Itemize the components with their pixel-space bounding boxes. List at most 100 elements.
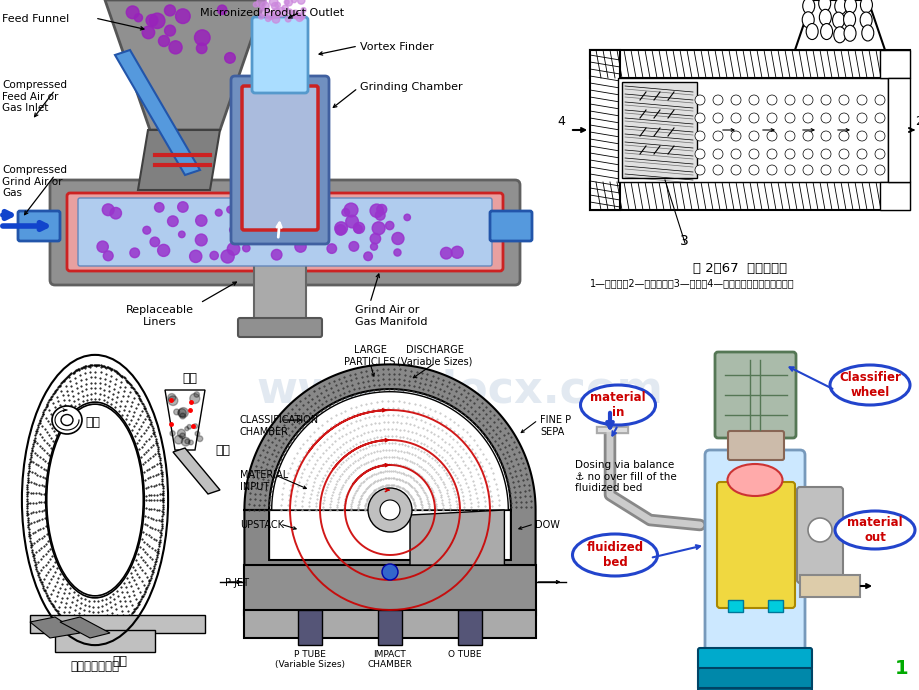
Circle shape xyxy=(368,488,412,532)
Circle shape xyxy=(197,436,202,442)
Circle shape xyxy=(188,440,193,445)
Bar xyxy=(589,182,909,210)
Circle shape xyxy=(195,431,199,436)
Text: Grinding Chamber: Grinding Chamber xyxy=(359,82,462,92)
Circle shape xyxy=(381,564,398,580)
Circle shape xyxy=(221,250,234,263)
Text: DISCHARGE
(Variable Sizes): DISCHARGE (Variable Sizes) xyxy=(397,345,472,366)
Circle shape xyxy=(712,149,722,159)
Circle shape xyxy=(170,431,175,436)
Circle shape xyxy=(271,3,278,10)
Circle shape xyxy=(802,149,812,159)
Circle shape xyxy=(731,149,740,159)
Circle shape xyxy=(766,95,777,105)
Circle shape xyxy=(210,251,218,259)
Circle shape xyxy=(193,424,198,428)
Circle shape xyxy=(748,165,758,175)
Circle shape xyxy=(784,165,794,175)
Circle shape xyxy=(185,439,189,444)
Circle shape xyxy=(694,165,704,175)
Polygon shape xyxy=(794,0,884,50)
Circle shape xyxy=(784,113,794,123)
Circle shape xyxy=(287,9,292,14)
Ellipse shape xyxy=(843,12,855,28)
Circle shape xyxy=(440,247,451,259)
Circle shape xyxy=(403,214,410,221)
Polygon shape xyxy=(115,50,199,175)
Bar xyxy=(244,565,535,615)
Circle shape xyxy=(748,95,758,105)
FancyBboxPatch shape xyxy=(796,487,842,583)
Circle shape xyxy=(838,131,848,141)
Circle shape xyxy=(259,8,268,17)
Ellipse shape xyxy=(859,0,871,13)
Ellipse shape xyxy=(819,10,831,26)
Circle shape xyxy=(253,2,258,7)
Bar xyxy=(800,575,859,597)
Circle shape xyxy=(179,433,186,439)
Text: 给料: 给料 xyxy=(182,372,198,385)
Circle shape xyxy=(227,206,233,213)
Circle shape xyxy=(177,408,186,417)
Text: Compressed
Feed Air or
Gas Inlet: Compressed Feed Air or Gas Inlet xyxy=(2,80,67,113)
Circle shape xyxy=(134,14,142,22)
Circle shape xyxy=(102,204,114,216)
Circle shape xyxy=(375,210,385,220)
Text: 1—加料口；2—高压气体；3—靶板；4—被粉碎的物料与气流出口。: 1—加料口；2—高压气体；3—靶板；4—被粉碎的物料与气流出口。 xyxy=(589,278,794,288)
Circle shape xyxy=(766,149,777,159)
FancyBboxPatch shape xyxy=(238,318,322,337)
Text: Replaceable
Liners: Replaceable Liners xyxy=(126,305,194,326)
FancyBboxPatch shape xyxy=(704,450,804,660)
Bar xyxy=(621,82,697,178)
FancyBboxPatch shape xyxy=(714,352,795,438)
Circle shape xyxy=(802,95,812,105)
Text: O TUBE: O TUBE xyxy=(448,650,482,659)
Circle shape xyxy=(369,204,383,217)
Text: 进气: 进气 xyxy=(215,444,230,457)
Polygon shape xyxy=(105,0,265,130)
Circle shape xyxy=(278,212,292,226)
Circle shape xyxy=(307,236,313,243)
Text: FINE P
SEPA: FINE P SEPA xyxy=(539,415,571,437)
FancyBboxPatch shape xyxy=(698,668,811,690)
FancyBboxPatch shape xyxy=(18,211,60,241)
Circle shape xyxy=(802,113,812,123)
Bar xyxy=(767,600,782,612)
Circle shape xyxy=(820,165,830,175)
Bar xyxy=(577,0,919,300)
Circle shape xyxy=(301,8,306,12)
Circle shape xyxy=(255,218,268,231)
Text: UPSTACK: UPSTACK xyxy=(240,520,284,530)
Circle shape xyxy=(103,251,113,261)
Circle shape xyxy=(150,237,159,247)
Circle shape xyxy=(150,13,165,28)
Ellipse shape xyxy=(820,23,832,39)
Circle shape xyxy=(266,215,275,224)
Text: material
out: material out xyxy=(846,516,902,544)
Circle shape xyxy=(391,233,403,244)
Circle shape xyxy=(784,149,794,159)
Circle shape xyxy=(167,393,176,402)
Circle shape xyxy=(297,0,304,4)
Circle shape xyxy=(195,234,207,246)
Circle shape xyxy=(185,426,188,431)
Circle shape xyxy=(369,233,380,244)
Text: （闭路循环式）: （闭路循环式） xyxy=(71,660,119,673)
Circle shape xyxy=(731,165,740,175)
Circle shape xyxy=(175,435,183,444)
Circle shape xyxy=(177,201,187,213)
Text: Dosing via balance
⚓ no over fill of the
fluidized bed: Dosing via balance ⚓ no over fill of the… xyxy=(574,460,676,493)
Ellipse shape xyxy=(832,12,844,28)
Text: Compressed
Grind Air or
Gas: Compressed Grind Air or Gas xyxy=(2,165,67,198)
Circle shape xyxy=(158,35,169,46)
Bar xyxy=(618,78,887,182)
Bar xyxy=(458,610,482,645)
Ellipse shape xyxy=(727,464,782,496)
FancyBboxPatch shape xyxy=(490,211,531,241)
Ellipse shape xyxy=(805,23,817,39)
Circle shape xyxy=(766,165,777,175)
Polygon shape xyxy=(173,448,220,494)
Circle shape xyxy=(167,216,178,226)
Text: P TUBE
(Variable Sizes): P TUBE (Variable Sizes) xyxy=(275,650,345,669)
Circle shape xyxy=(243,244,250,252)
